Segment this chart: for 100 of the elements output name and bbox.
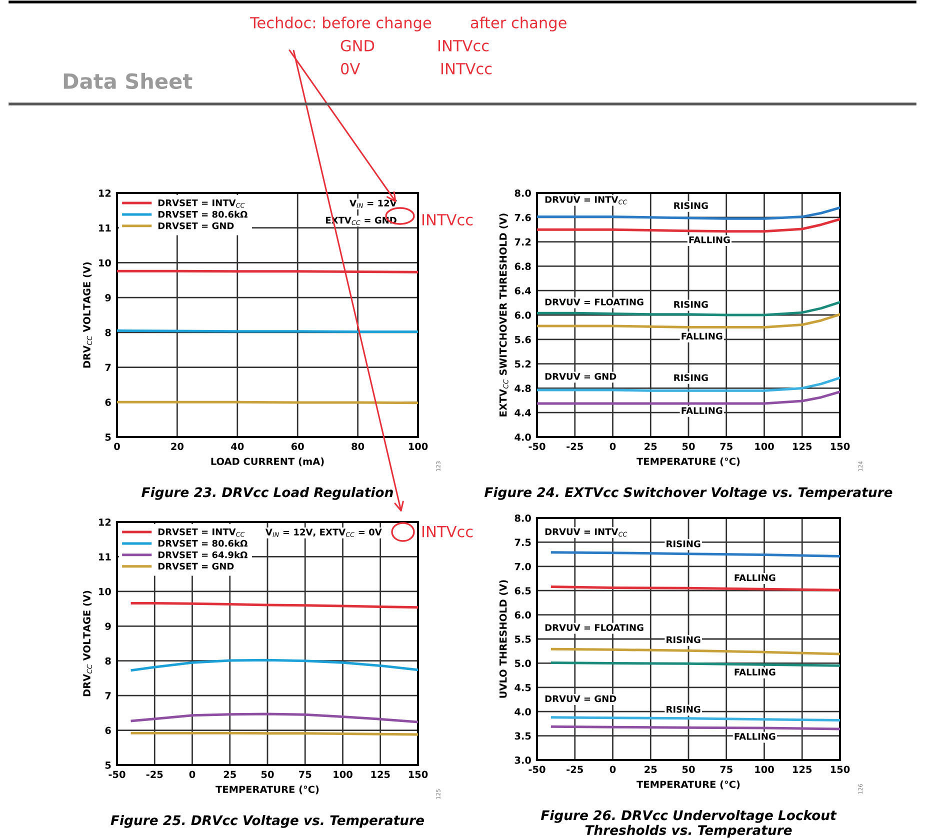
text: 0V xyxy=(341,62,360,74)
x-tick-label: 50 xyxy=(682,442,695,450)
x-tick-label: 150 xyxy=(830,766,850,774)
y-tick-label: 11 xyxy=(99,553,111,560)
y-tick-label: 8.0 xyxy=(514,189,531,197)
line-series xyxy=(537,218,840,233)
y-tick-label: 12 xyxy=(99,189,111,197)
text: INTVcc xyxy=(442,63,492,74)
annotation: FALLING xyxy=(682,332,722,340)
y-tick-label: 5.2 xyxy=(514,360,531,368)
annotation: FALLING xyxy=(689,236,730,244)
text: Techdoc: before change xyxy=(250,16,432,32)
y-tick-label: 9 xyxy=(105,622,111,630)
legend-label: DRVSET = 80.6kΩ xyxy=(158,210,248,218)
text: after change xyxy=(470,16,566,32)
legend-label: DRVSET = INTV$_{CC}$ xyxy=(158,528,245,537)
x-axis-title: TEMPERATURE (°C) xyxy=(636,458,740,466)
y-tick-label: 7.2 xyxy=(514,238,531,246)
x-tick-label: -25 xyxy=(566,766,583,774)
y-tick-label: 6 xyxy=(105,726,111,734)
text: GND xyxy=(340,40,374,52)
line-series xyxy=(537,390,840,405)
line-series xyxy=(130,712,418,724)
y-tick-label: 10 xyxy=(99,588,111,596)
y-axis-title: DRV$_{CC}$ VOLTAGE (V) xyxy=(82,590,92,696)
x-tick-label: 40 xyxy=(231,442,244,450)
y-tick-label: 3.0 xyxy=(514,756,531,764)
annotation: FALLING xyxy=(682,407,722,414)
x-tick-label: 80 xyxy=(352,442,364,450)
annotation: V$_{IN}$ = 12V, EXTV$_{CC}$ = 0V xyxy=(265,528,382,537)
legend-label: DRVSET = 64.9kΩ xyxy=(158,551,248,558)
x-tick-label: 0 xyxy=(610,766,616,774)
text: Figure 25. DRVcc Voltage vs. Temperature xyxy=(110,815,424,828)
y-tick-label: 5.5 xyxy=(514,636,531,643)
y-tick-label: 4.0 xyxy=(514,433,531,441)
annotation: DRVUV = FLOATING xyxy=(545,624,644,631)
line-series xyxy=(537,313,840,328)
y-tick-label: 6.8 xyxy=(514,262,531,270)
y-tick-label: 12 xyxy=(99,518,111,526)
y-tick-label: 5.0 xyxy=(514,660,531,668)
x-tick-label: 50 xyxy=(261,770,274,778)
y-tick-label: 3.5 xyxy=(514,732,531,740)
x-tick-label: 25 xyxy=(644,442,657,450)
x-axis-title: TEMPERATURE (°C) xyxy=(216,786,319,794)
annotation: DRVUV = GND xyxy=(545,373,616,380)
annotation: DRVUV = GND xyxy=(545,695,616,702)
y-tick-label: 5.6 xyxy=(514,336,531,344)
y-tick-label: 4.4 xyxy=(514,409,531,416)
y-tick-label: 7.5 xyxy=(514,538,531,546)
y-tick-label: 10 xyxy=(99,259,111,267)
text: Figure 24. EXTVcc Switchover Voltage vs. Temperature xyxy=(484,487,892,500)
y-axis-title: DRV$_{CC}$ VOLTAGE (V) xyxy=(82,262,92,368)
x-tick-label: 100 xyxy=(408,442,428,450)
y-tick-label: 4.5 xyxy=(514,684,531,692)
text: INTVcc xyxy=(438,40,489,52)
x-tick-label: 25 xyxy=(224,770,236,778)
x-tick-label: 20 xyxy=(171,442,184,450)
y-tick-label: 7 xyxy=(105,364,111,371)
y-tick-label: 11 xyxy=(99,224,111,232)
x-tick-label: 0 xyxy=(114,442,120,450)
text: Figure 23. DRVcc Load Regulation xyxy=(142,487,393,500)
x-tick-label: 25 xyxy=(644,766,657,774)
x-tick-label: 0 xyxy=(189,770,196,778)
y-axis-title: EXTV$_{CC}$ SWITCHOVER THRESHOLD (V) xyxy=(499,214,508,416)
y-tick-label: 7.0 xyxy=(514,562,531,570)
x-tick-label: 100 xyxy=(755,766,774,774)
y-tick-label: 6.5 xyxy=(514,587,531,594)
x-tick-label: 125 xyxy=(371,770,390,778)
y-tick-label: 8 xyxy=(105,657,111,665)
y-tick-label: 9 xyxy=(105,294,111,302)
annotation: RISING xyxy=(674,202,708,210)
x-axis-title: LOAD CURRENT (mA) xyxy=(211,458,324,466)
y-tick-label: 6.4 xyxy=(514,287,531,294)
y-tick-label: 7.6 xyxy=(514,214,531,222)
y-tick-label: 7 xyxy=(105,692,111,700)
text: Figure 26. DRVcc Undervoltage Lockout Thresholds vs. Temperature xyxy=(540,810,837,838)
annotation: V$_{IN}$ = 12V xyxy=(350,200,397,208)
legend-label: DRVSET = GND xyxy=(158,562,234,570)
annotation: DRVUV = FLOATING xyxy=(545,298,644,306)
line-series xyxy=(130,658,418,672)
x-axis-title: TEMPERATURE (°C) xyxy=(636,780,740,790)
x-tick-label: 100 xyxy=(755,442,774,450)
x-tick-label: -50 xyxy=(528,766,546,774)
x-tick-label: 60 xyxy=(291,442,304,450)
legend-label: DRVSET = 80.6kΩ xyxy=(158,540,248,547)
annotation: RISING xyxy=(666,636,700,644)
x-tick-label: 50 xyxy=(682,766,695,774)
line-series xyxy=(537,300,840,316)
annotation: FALLING xyxy=(734,574,776,582)
annotation: RISING xyxy=(666,706,700,713)
x-tick-label: 75 xyxy=(720,442,732,450)
y-tick-label: 6.0 xyxy=(514,611,531,619)
text: Data Sheet xyxy=(64,72,192,90)
y-tick-label: 6.0 xyxy=(514,311,531,319)
y-axis-title: UVLO THRESHOLD (V) xyxy=(499,580,508,698)
y-tick-label: 4.0 xyxy=(514,708,531,716)
legend-label: DRVSET = INTV$_{CC}$ xyxy=(158,199,245,208)
y-tick-label: 8 xyxy=(105,328,111,336)
x-tick-label: -50 xyxy=(108,770,126,778)
x-tick-label: 100 xyxy=(334,770,352,778)
